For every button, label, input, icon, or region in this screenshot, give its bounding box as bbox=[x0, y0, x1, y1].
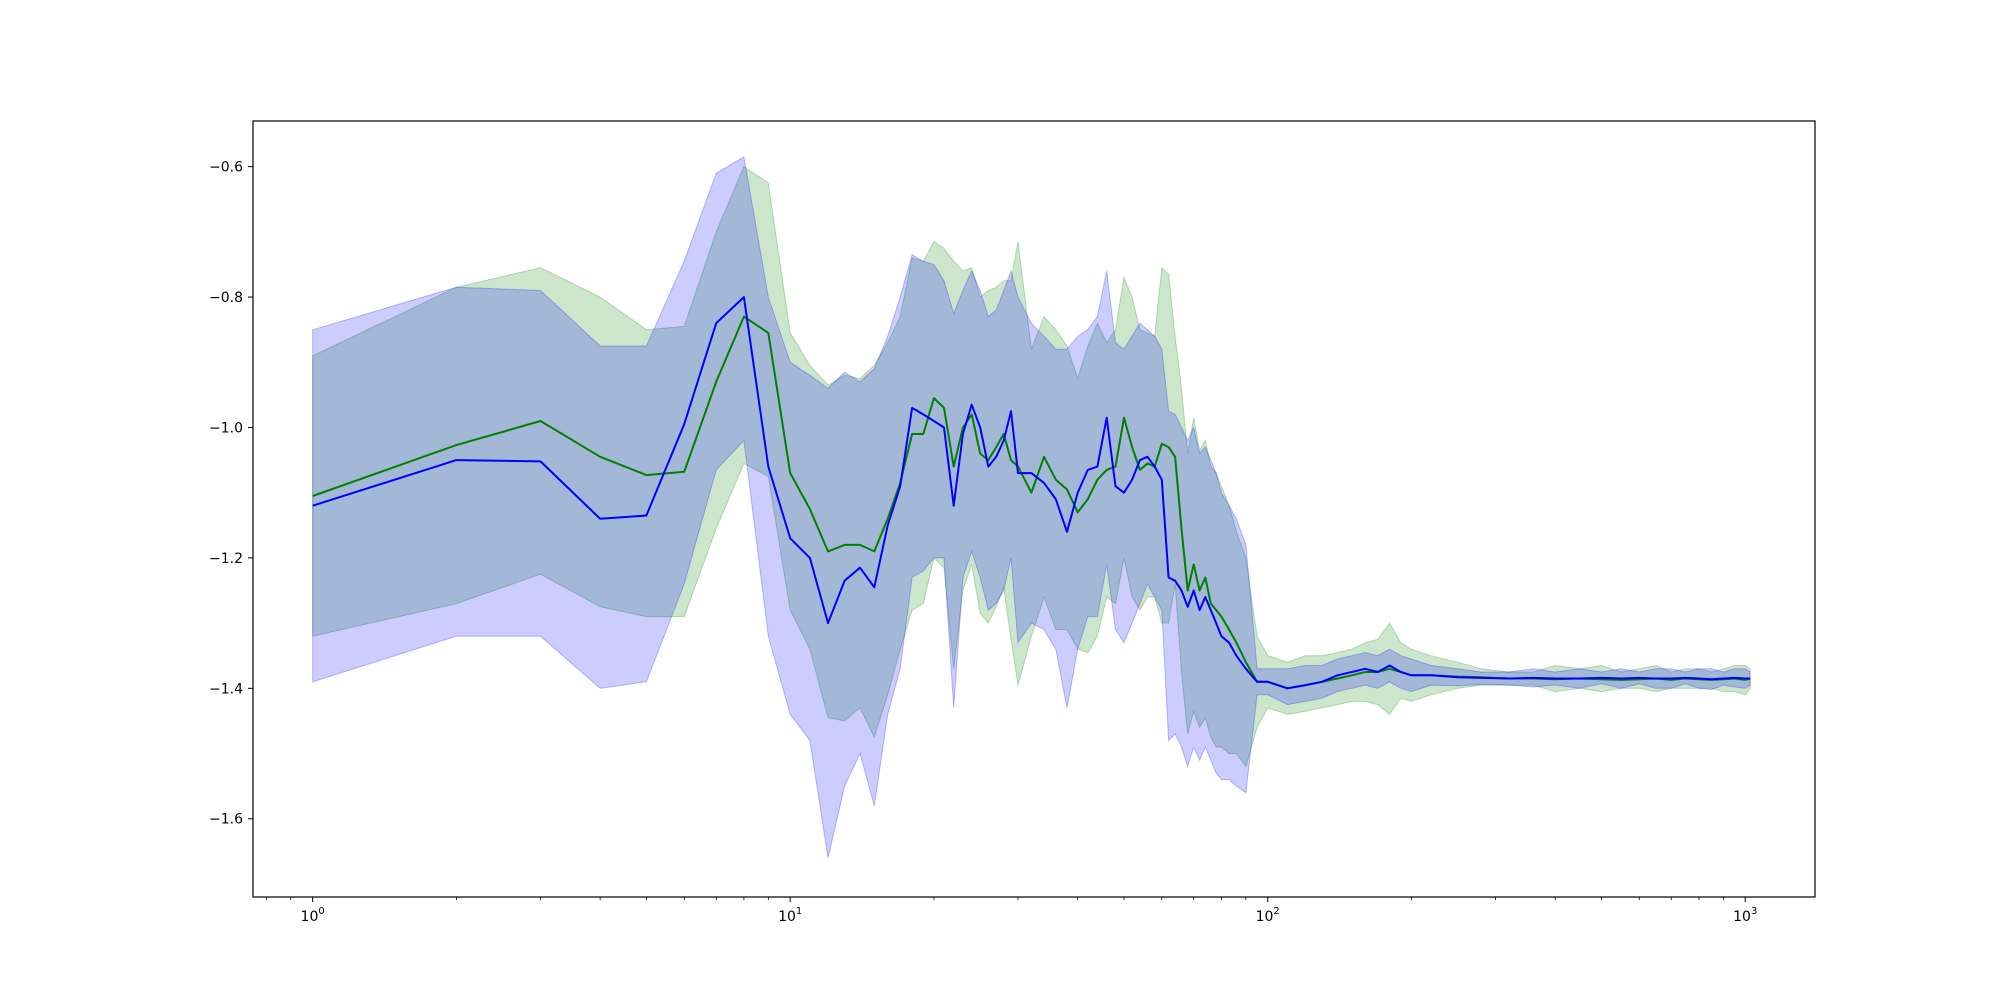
y-tick-label: −1.4 bbox=[209, 681, 243, 697]
x-tick-label: 100 bbox=[301, 906, 325, 925]
y-tick-label: −0.8 bbox=[209, 290, 243, 306]
x-tick-label: 103 bbox=[1733, 906, 1757, 925]
y-tick-label: −1.6 bbox=[209, 812, 243, 828]
y-tick-label: −0.6 bbox=[209, 160, 243, 176]
axes-frame bbox=[252, 120, 1816, 898]
x-tick-label: 101 bbox=[778, 906, 802, 925]
series-2-line bbox=[312, 296, 1751, 690]
axes: 100 101 102 103 −0.6 −0.8 −1.0 −1.2 −1.4 −1.6 bbox=[209, 160, 1757, 925]
series-2-band bbox=[312, 156, 1751, 859]
plot-area bbox=[312, 156, 1751, 859]
x-tick-label: 102 bbox=[1256, 906, 1280, 925]
series-1-band bbox=[312, 165, 1751, 768]
y-tick-label: −1.2 bbox=[209, 551, 243, 567]
y-tick-label: −1.0 bbox=[209, 420, 243, 436]
